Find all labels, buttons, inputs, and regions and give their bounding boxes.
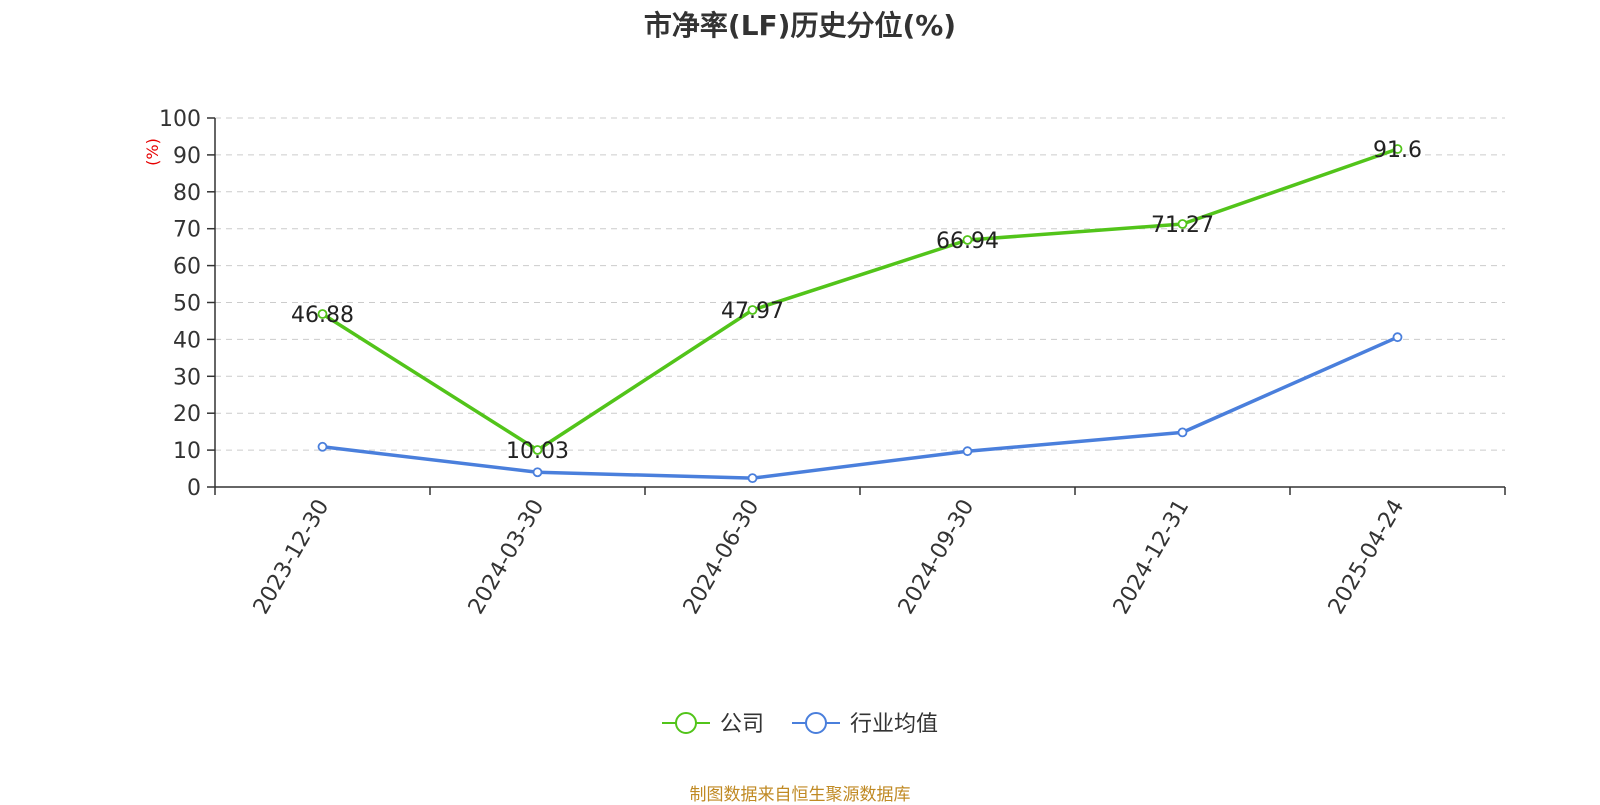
- series-point-1: [962, 235, 973, 245]
- series-point-2: [532, 467, 543, 478]
- x-tick-label: 2024-12-31: [1109, 495, 1195, 618]
- series-point-2: [747, 473, 758, 484]
- series-point-2: [317, 441, 328, 452]
- grid-lines: [215, 117, 1505, 451]
- x-tick-labels: 2023-12-30 2024-03-30 2024-06-30 2024-09-30…: [249, 495, 1410, 618]
- y-tick-label: 60: [173, 255, 201, 280]
- data-labels: 46.88 10.03 47.97 66.94 71.27 91.6: [291, 138, 1422, 464]
- y-tick-label: 10: [173, 439, 201, 464]
- series-point-2: [1392, 332, 1403, 343]
- x-tick-label: 2024-03-30: [464, 495, 550, 618]
- y-tick-label: 40: [173, 328, 201, 353]
- series-line-2: [322, 335, 1399, 480]
- y-tick-label: 100: [159, 107, 201, 132]
- y-tick-label: 90: [173, 144, 201, 169]
- y-tick-label: 50: [173, 292, 201, 317]
- legend-marker-icon: [675, 712, 697, 734]
- y-tick-label: 0: [187, 476, 201, 501]
- series-point-1: [1392, 144, 1403, 154]
- y-axis-label: (%): [143, 138, 162, 166]
- x-tick-label: 2024-09-30: [894, 495, 980, 618]
- line-chart: 0 10 20 30 40 50 60 70 80 90 100 2023-12-30 2024-03…: [143, 107, 1506, 737]
- y-tick-label: 80: [173, 181, 201, 206]
- legend-label: 公司: [720, 712, 764, 737]
- series-point-1: [1177, 219, 1188, 229]
- axes: [207, 117, 1506, 495]
- series-layer: [317, 144, 1403, 484]
- data-label: 66.94: [936, 229, 999, 254]
- series-point-1: [317, 309, 328, 319]
- data-label: 10.03: [506, 439, 569, 464]
- source-note: 制图数据来自恒生聚源数据库: [689, 785, 911, 805]
- data-label: 71.27: [1151, 213, 1214, 238]
- series-point-1: [747, 305, 758, 315]
- data-label: 46.88: [291, 303, 354, 328]
- x-tick-label: 2023-12-30: [249, 495, 335, 618]
- y-tick-label: 30: [173, 365, 201, 390]
- data-label: 91.6: [1373, 138, 1422, 163]
- legend-marker-icon: [805, 712, 827, 734]
- series-point-2: [1177, 427, 1188, 438]
- legend[interactable]: 公司 行业均值: [662, 712, 938, 737]
- series-point-2: [962, 446, 973, 457]
- legend-item-1[interactable]: 公司: [662, 712, 764, 737]
- series-line-1: [321, 147, 1399, 452]
- y-tick-label: 70: [173, 218, 201, 243]
- x-tick-label: 2025-04-24: [1324, 495, 1410, 618]
- y-tick-label: 20: [173, 402, 201, 427]
- legend-item-2[interactable]: 行业均值: [792, 712, 938, 737]
- chart-title: 市净率(LF)历史分位(%): [643, 9, 957, 42]
- data-label: 47.97: [721, 299, 784, 324]
- legend-label: 行业均值: [850, 712, 938, 737]
- series-point-1: [532, 445, 543, 455]
- x-tick-label: 2024-06-30: [679, 495, 765, 618]
- y-tick-labels: 0 10 20 30 40 50 60 70 80 90 100: [159, 107, 201, 501]
